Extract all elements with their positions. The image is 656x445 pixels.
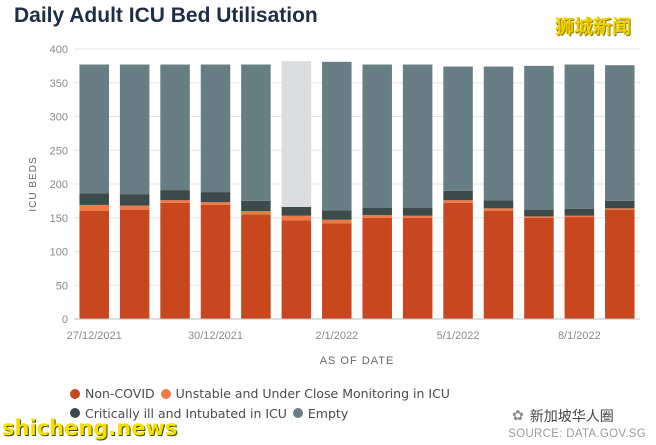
bar-segment: [79, 193, 109, 205]
watermark-logo-text: 狮城新闻: [555, 16, 632, 38]
bar-segment: [281, 215, 312, 221]
bar-segment: [322, 219, 352, 224]
legend-swatch: [70, 388, 80, 399]
watermark-channel: ✿ 新加坡华人圈: [512, 406, 614, 426]
bar-segment: [362, 64, 392, 208]
source-note: SOURCE: DATA.GOV.SG: [508, 428, 646, 440]
y-tick-label: 200: [50, 179, 68, 191]
x-axis-title: AS OF DATE: [320, 355, 395, 367]
watermark-channel-text: 新加坡华人圈: [529, 409, 614, 425]
bar-segment: [483, 66, 514, 201]
bar-segment: [200, 192, 231, 203]
y-tick-label: 0: [62, 314, 68, 326]
bar-segment: [322, 223, 352, 319]
bar-segment: [524, 216, 554, 218]
bar-segment: [200, 64, 231, 193]
x-tick-label: 2/1/2022: [315, 330, 358, 342]
watermark-site-text: shicheng.news: [2, 416, 178, 440]
y-axis-title: ICU BEDS: [28, 156, 39, 211]
legend-item[interactable]: Unstable and Under Close Monitoring in I…: [160, 384, 450, 403]
bar-segment: [524, 209, 554, 217]
bar-segment: [79, 211, 109, 319]
x-tick-label: 5/1/2022: [437, 330, 480, 342]
y-tick-label: 150: [50, 213, 68, 225]
bar-segment: [160, 202, 190, 319]
bar-segment: [362, 217, 392, 319]
bar-segment: [322, 61, 352, 211]
legend-label: Critically ill and Intubated in ICU: [85, 405, 287, 421]
bar-segment: [605, 65, 635, 201]
bar-segment: [119, 205, 150, 210]
bar-segment: [402, 64, 433, 208]
bar-segment: [605, 200, 635, 209]
legend-swatch: [292, 408, 303, 418]
bar-segment: [564, 208, 595, 216]
bar-segment: [241, 200, 271, 211]
legend-item[interactable]: Critically ill and Intubated in ICU: [70, 404, 287, 423]
legend-label: Unstable and Under Close Monitoring in I…: [175, 386, 450, 401]
bar-segment: [281, 206, 312, 216]
chart-legend: Non-COVID Unstable and Under Close Monito…: [70, 384, 650, 423]
bar-segment: [160, 64, 190, 191]
legend-swatch: [160, 388, 171, 399]
bar-segment: [443, 200, 473, 203]
legend-item[interactable]: Non-COVID: [70, 384, 155, 403]
bar-segment: [564, 64, 595, 209]
legend-label: Empty: [307, 405, 349, 421]
bar-segment: [160, 200, 190, 203]
y-tick-label: 350: [50, 78, 68, 90]
bar-segment: [200, 204, 231, 319]
bar-segment: [362, 207, 392, 216]
bar-segment: [79, 64, 109, 194]
bar-segment: [241, 64, 271, 201]
bar-segment: [524, 65, 554, 210]
bar-segment: [443, 202, 473, 319]
bar-segment: [322, 210, 352, 220]
bar-segment: [564, 215, 595, 218]
legend-swatch: [70, 408, 80, 418]
y-tick-label: 400: [50, 44, 68, 56]
y-tick-label: 300: [50, 112, 68, 124]
y-tick-label: 50: [56, 280, 68, 292]
bar-segment: [241, 211, 271, 215]
x-tick-label: 27/12/2021: [67, 330, 122, 342]
bar-segment: [119, 209, 150, 319]
bar-segment: [241, 214, 271, 319]
bar-segment: [160, 190, 190, 201]
bar-segment: [281, 61, 312, 207]
bar-segment: [402, 207, 433, 216]
bar-segment: [605, 208, 635, 210]
bar-segment: [281, 220, 312, 319]
x-tick-label: 8/1/2022: [558, 330, 601, 342]
legend-item[interactable]: Empty: [292, 404, 349, 423]
bar-segment: [605, 209, 635, 319]
bar-segment: [443, 190, 473, 201]
bar-segment: [483, 211, 514, 319]
x-tick-label: 30/12/2021: [188, 330, 243, 342]
wechat-logo-icon: ✿: [512, 408, 524, 424]
bar-segment: [524, 217, 554, 319]
legend-label: Non-COVID: [85, 386, 155, 401]
bar-segment: [483, 200, 514, 209]
bar-segment: [483, 208, 514, 211]
bar-segment: [362, 215, 392, 218]
bar-segment: [564, 217, 595, 319]
bar-segment: [200, 202, 231, 205]
bar-segment: [119, 64, 150, 195]
bar-segment: [402, 215, 433, 218]
bar-segment: [79, 204, 109, 211]
bar-segment: [402, 217, 433, 319]
y-tick-label: 100: [50, 247, 68, 259]
bar-segment: [443, 66, 473, 191]
bar-segment: [119, 194, 150, 206]
y-tick-label: 250: [50, 145, 68, 157]
chart-title: Daily Adult ICU Bed Utilisation: [14, 4, 318, 27]
